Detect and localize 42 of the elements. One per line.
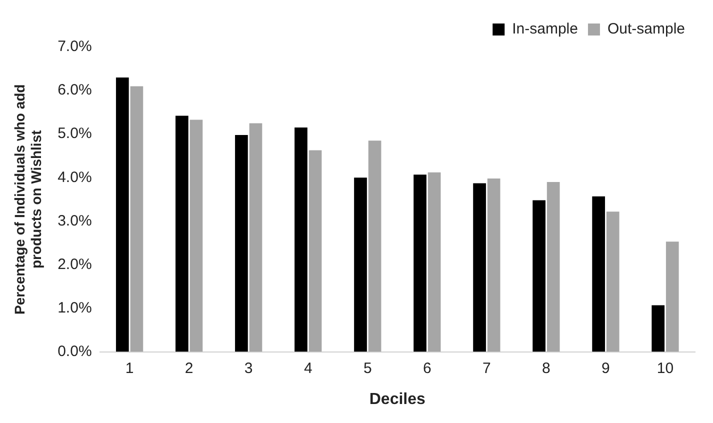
y-tick-label: 0.0% [58, 342, 92, 360]
bar [190, 120, 203, 352]
y-tick-label: 5.0% [58, 125, 92, 142]
bar [666, 242, 679, 352]
bar [249, 123, 262, 352]
bar [116, 77, 129, 352]
bar [176, 116, 188, 352]
bar [414, 174, 426, 352]
x-tick-label: 5 [363, 360, 372, 377]
x-tick-label: 6 [422, 360, 432, 377]
x-tick-label: 10 [656, 360, 674, 377]
bar [473, 183, 486, 352]
bar [546, 182, 560, 352]
x-tick-label: 3 [244, 360, 253, 377]
bar [428, 172, 441, 352]
bar [235, 134, 248, 352]
x-tick-label: 4 [304, 360, 312, 377]
bar [592, 196, 606, 352]
x-axis-title: Deciles [369, 390, 426, 408]
bar [368, 140, 382, 352]
bar [354, 178, 367, 352]
x-tick-label: 7 [482, 360, 491, 377]
y-tick-label: 3.0% [58, 212, 92, 230]
y-tick-label: 1.0% [58, 299, 92, 316]
x-tick-label: 2 [184, 360, 194, 377]
y-tick-label: 7.0% [58, 38, 92, 56]
bar [294, 128, 308, 352]
bar [606, 212, 620, 352]
legend-label: In-sample [512, 20, 578, 38]
bar [532, 200, 546, 352]
y-tick-label: 6.0% [58, 82, 92, 99]
x-tick-label: 1 [125, 360, 134, 377]
bar [308, 150, 322, 352]
legend-label: Out-sample [607, 20, 686, 38]
bar [487, 178, 500, 352]
bar [652, 305, 665, 352]
x-tick-label: 8 [542, 360, 550, 377]
y-tick-label: 2.0% [58, 256, 92, 273]
x-tick-label: 9 [602, 360, 610, 377]
bar [130, 86, 144, 352]
y-tick-label: 4.0% [58, 168, 92, 186]
y-axis-title: Percentage of Individuals who add products on Wishlist [11, 84, 44, 315]
